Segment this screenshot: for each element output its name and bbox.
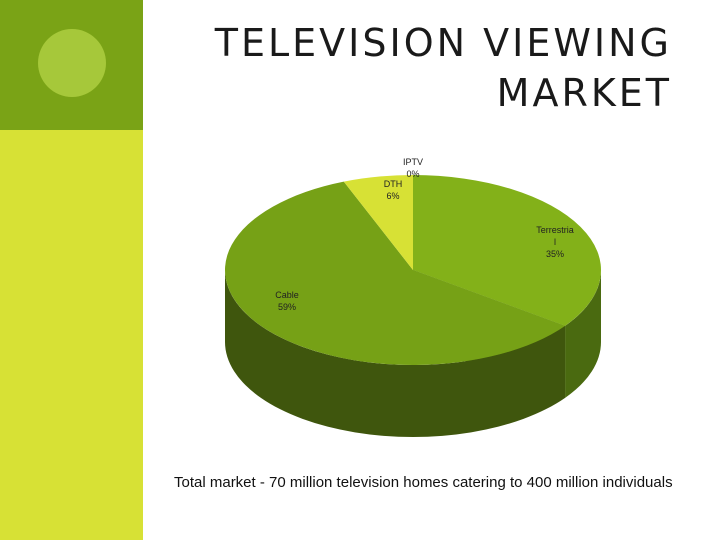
slide-title-line-2: MARKET xyxy=(496,71,672,115)
corner-block xyxy=(0,0,143,130)
pie-tops xyxy=(224,175,601,365)
pie-labels: Terrestria l 35% Cable 59% DTH 6%IPTV 0% xyxy=(275,157,574,312)
decorative-circle-icon xyxy=(38,29,106,97)
pie-label-cable: Cable 59% xyxy=(275,290,299,312)
pie-side-terrestria xyxy=(565,270,601,398)
pie-slice-terrestria xyxy=(413,175,601,326)
pie-label-dth: DTH 6% xyxy=(384,179,403,201)
pie-label-terrestria: Terrestria l 35% xyxy=(536,225,574,259)
pie-label-iptv: IPTV 0% xyxy=(403,157,423,179)
slide-title: TELEVISION VIEWING MARKET xyxy=(152,18,672,118)
market-caption: Total market - 70 million television hom… xyxy=(174,474,673,491)
title-band xyxy=(143,0,720,130)
slide-title-line-1: TELEVISION VIEWING xyxy=(214,21,672,65)
pie-slice-dth xyxy=(343,175,413,270)
pie-chart: Terrestria l 35% Cable 59% DTH 6%IPTV 0% xyxy=(224,157,601,437)
pie-slice-cable xyxy=(224,181,566,365)
pie-side-cable xyxy=(225,270,566,437)
